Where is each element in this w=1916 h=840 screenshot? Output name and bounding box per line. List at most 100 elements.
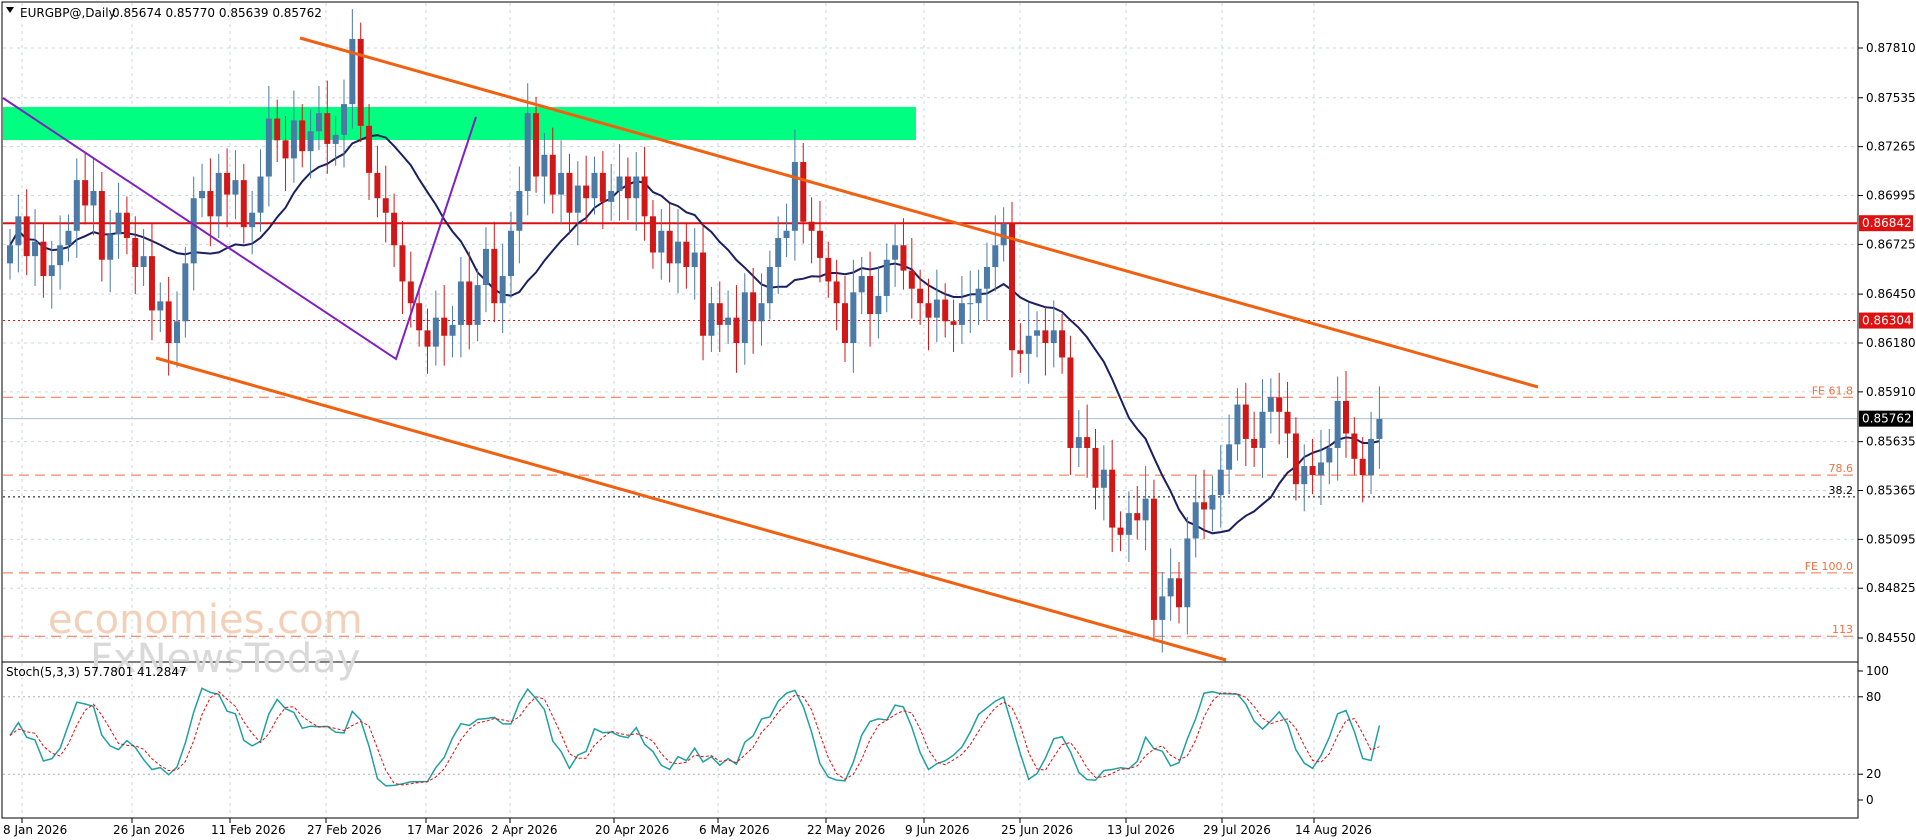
candle-bull: [1376, 419, 1383, 439]
candle-bull: [983, 266, 990, 289]
fib-label: 78.6: [1829, 462, 1854, 475]
candle-bull: [1234, 404, 1241, 445]
candle-bear: [1309, 466, 1316, 476]
candle-bear: [416, 303, 423, 331]
candle-bull: [457, 281, 464, 325]
horizontal-levels: FE 61.8 78.6 38.2 FE 100.0 113: [3, 222, 1857, 637]
candle-bear: [299, 120, 306, 152]
candle-bull: [190, 198, 197, 264]
price-tag-box: [1859, 410, 1913, 427]
candle-bear: [624, 176, 631, 199]
stoch-tick-label: 20: [1866, 767, 1881, 781]
chart-ohlc: 0.85674 0.85770 0.85639 0.85762: [112, 6, 322, 20]
candle-bull: [140, 256, 147, 267]
candle-bear: [23, 216, 30, 257]
fib-label: FE 61.8: [1812, 384, 1853, 397]
candle-bull: [708, 303, 715, 336]
y-tick-label: 0.86450: [1866, 287, 1916, 301]
candles: [7, 9, 1383, 653]
x-tick-label: 17 Mar 2026: [407, 823, 483, 837]
candle-bull: [1184, 538, 1191, 608]
candle-bear: [683, 241, 690, 267]
candle-bear: [549, 154, 556, 195]
candle-bull: [432, 317, 439, 347]
collapse-arrow-icon[interactable]: [6, 7, 14, 13]
candle-bear: [1351, 433, 1358, 459]
candle-bear: [366, 125, 373, 173]
price-tag-label: 0.86304: [1862, 314, 1912, 328]
x-tick-label: 6 May 2026: [699, 823, 770, 837]
candle-bull: [1217, 469, 1224, 496]
y-tick-label: 0.85095: [1866, 532, 1916, 546]
candle-bull: [933, 299, 940, 318]
candle-bear: [816, 230, 823, 258]
candle-bull: [1209, 495, 1216, 510]
candle-bull: [675, 241, 681, 264]
candle-bear: [399, 245, 406, 282]
candle-bull: [174, 321, 180, 343]
candle-bull: [725, 317, 732, 325]
candle-bull: [265, 118, 272, 177]
price-tag-label: 0.86842: [1862, 216, 1912, 230]
candle-bull: [199, 190, 206, 199]
candle-bear: [641, 176, 648, 217]
y-tick-label: 0.87265: [1866, 140, 1916, 154]
candle-bull: [875, 295, 882, 315]
x-tick-label: 13 Jul 2026: [1107, 823, 1175, 837]
candle-bull: [758, 303, 765, 322]
stoch-main-line: [9, 687, 1381, 787]
grid: [3, 3, 1857, 817]
candle-bear: [599, 172, 606, 202]
candle-bear: [1343, 400, 1349, 434]
candle-bull: [307, 131, 314, 152]
candle-bear: [825, 257, 832, 282]
candle-bear: [1009, 223, 1015, 351]
candle-bull: [658, 230, 665, 253]
candle-bear: [1092, 447, 1099, 488]
candle-bear: [1359, 458, 1366, 476]
candle-bull: [1317, 462, 1324, 476]
candle-bull: [499, 276, 506, 304]
x-tick-label: 29 Jul 2026: [1203, 823, 1271, 837]
candle-bear: [382, 198, 389, 213]
x-tick-label: 25 Jun 2026: [1001, 823, 1073, 837]
candle-bull: [1326, 447, 1333, 463]
candle-bull: [691, 252, 698, 267]
candle-bear: [1042, 330, 1049, 343]
candle-bull: [1034, 330, 1041, 336]
candle-bull: [574, 185, 581, 213]
candle-bear: [1067, 357, 1074, 448]
candle-bull: [541, 154, 548, 177]
candle-bear: [716, 303, 723, 325]
x-tick-label: 26 Jan 2026: [113, 823, 185, 837]
candle-bull: [232, 180, 239, 195]
price-tag-box: [1859, 312, 1913, 329]
ma-line: [9, 134, 1380, 535]
candle-bear: [240, 180, 247, 228]
candle-bear: [441, 317, 448, 336]
candle-bull: [591, 172, 598, 199]
candle-bull: [90, 190, 97, 206]
candle-bull: [967, 303, 974, 305]
y-tick-label: 0.85635: [1866, 435, 1916, 449]
resistance-zone: [3, 107, 916, 140]
channel-lower-line: [155, 356, 1227, 662]
moving-average: [9, 134, 1380, 535]
candle-bear: [1109, 469, 1116, 528]
candle-bear: [282, 140, 289, 159]
y-tick-label: 0.84825: [1866, 581, 1916, 595]
candle-bull: [1125, 513, 1132, 535]
candle-bear: [1176, 578, 1182, 608]
x-tick-label: 20 Apr 2026: [595, 823, 669, 837]
y-tick-label: 0.86180: [1866, 336, 1916, 350]
candle-bear: [274, 118, 281, 141]
stoch-tick-label: 0: [1866, 793, 1874, 807]
candle-bear: [466, 281, 473, 325]
candle-bull: [516, 190, 523, 231]
candle-bear: [533, 113, 540, 177]
candle-bull: [215, 172, 222, 217]
candle-bear: [950, 321, 957, 325]
x-tick-label: 2 Apr 2026: [491, 823, 558, 837]
candle-bear: [82, 180, 89, 206]
x-tick-label: 27 Feb 2026: [307, 823, 382, 837]
